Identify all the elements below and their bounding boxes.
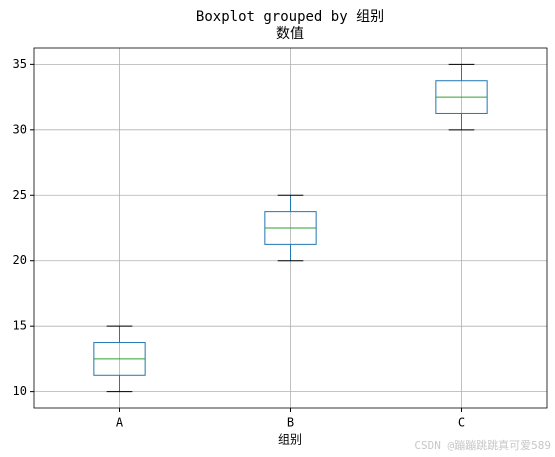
y-tick-label: 25 bbox=[13, 188, 27, 202]
chart-title: Boxplot grouped by 组别 bbox=[196, 9, 384, 25]
x-tick-label: B bbox=[287, 416, 294, 430]
chart-subtitle: 数值 bbox=[276, 26, 304, 42]
y-tick-label: 35 bbox=[13, 57, 27, 71]
y-tick-label: 15 bbox=[13, 319, 27, 333]
y-tick-label: 20 bbox=[13, 253, 27, 267]
plot-frame bbox=[33, 47, 548, 409]
x-tick-label: A bbox=[116, 416, 124, 430]
watermark: CSDN @蹦蹦跳跳真可爱589 bbox=[414, 438, 551, 452]
x-tick-label: C bbox=[458, 416, 465, 430]
y-tick-label: 30 bbox=[13, 122, 27, 136]
y-tick-label: 10 bbox=[13, 384, 27, 398]
x-axis-label: 组别 bbox=[278, 433, 302, 447]
